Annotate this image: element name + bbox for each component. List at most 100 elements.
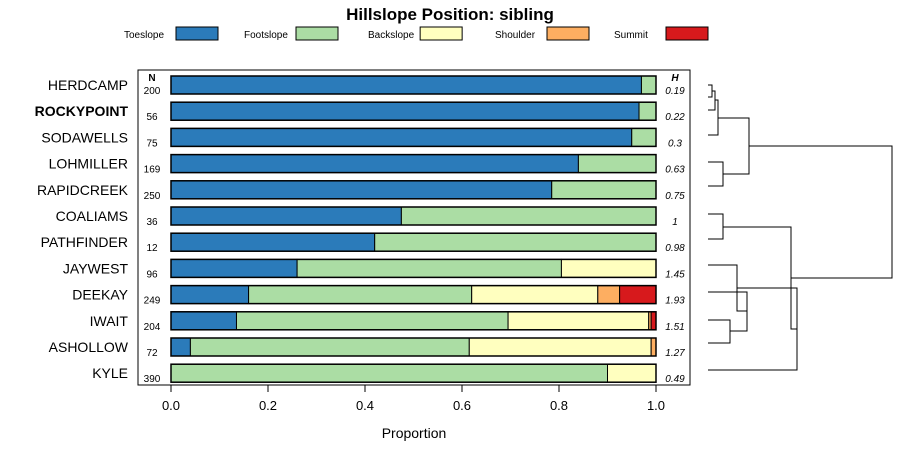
table-row: SODAWELLS 75 0.3 [41,127,682,149]
bar-outline [170,127,657,148]
n-value: 204 [144,322,161,333]
dendrogram-branch [723,226,797,330]
bar-segment [170,232,376,252]
bar-segment [507,311,650,331]
legend-swatch [546,26,590,41]
dendrogram-branch [708,319,731,344]
bar-segment [374,232,657,252]
table-row: RAPIDCREEK 250 0.75 [37,180,685,202]
bar-segment [607,363,657,383]
bar-segment [619,285,657,305]
bar-segment [468,337,652,357]
h-value: 0.19 [665,86,685,97]
dendrogram-branch [708,99,719,136]
bar-segment [560,258,657,278]
row-label: ROCKYPOINT [35,103,129,119]
n-value: 200 [144,86,161,97]
bar-outline [170,311,657,331]
dendrogram-branch [708,161,724,187]
x-tick-label: 0.0 [162,398,180,413]
bar-segment [400,206,657,226]
bar-outline [170,337,657,357]
h-value: 0.22 [665,112,685,123]
n-value: 75 [146,138,158,149]
bar-segment [170,285,250,305]
table-row: COALIAMS 36 1 [56,206,678,228]
bar-segment [248,285,473,305]
row-label: COALIAMS [56,208,128,224]
legend: Toeslope Footslope Backslope Shoulder Summit [124,26,709,41]
bar-outline [170,75,657,95]
x-tick-label: 1.0 [647,398,665,413]
table-row: JAYWEST 96 1.45 [63,258,685,280]
bar-outline [170,232,657,252]
table-row: KYLE 390 0.49 [92,363,685,385]
h-value: 1 [672,217,678,228]
bar-outline [170,206,657,226]
bar-outline [170,101,657,121]
row-label: JAYWEST [63,260,129,276]
row-label: RAPIDCREEK [37,182,129,198]
n-value: 56 [146,112,158,123]
table-row: IWAIT 204 1.51 [90,311,685,333]
bar-segment [170,180,553,200]
bar-segment [296,258,562,278]
chart-title: Hillslope Position: sibling [346,5,554,24]
h-value: 1.93 [665,296,685,307]
x-axis: 0.0 0.2 0.4 0.6 0.8 1.0 [162,385,665,413]
dendrogram-branch [708,287,798,371]
row-label: KYLE [92,365,128,381]
bar-segment [170,206,402,226]
bar-segment [640,75,657,95]
n-value: 96 [146,269,158,280]
table-row: PATHFINDER 12 0.98 [41,232,685,254]
bar-rows: HERDCAMP 200 0.19 ROCKYPOINT 56 0.22 SODAWELLS… [35,75,685,385]
bar-outline [170,180,657,200]
row-label: LOHMILLER [49,156,128,172]
bar-segment [638,101,657,121]
bar-segment [170,337,191,357]
h-value: 0.49 [665,374,685,385]
dendrogram [708,84,893,371]
legend-label: Summit [614,30,648,41]
dendrogram-branch [749,145,893,279]
h-value: 0.98 [665,243,685,254]
legend-label: Footslope [244,30,288,41]
dendrogram-branch [708,84,713,98]
h-value: 0.3 [668,138,682,149]
bar-outline [170,284,657,305]
bar-segment [170,154,579,174]
x-tick-label: 0.2 [259,398,277,413]
table-row: ASHOLLOW 72 1.27 [49,337,685,359]
h-column-header: H [671,73,679,84]
legend-swatch [419,26,463,41]
table-row: HERDCAMP 200 0.19 [48,75,685,97]
legend-swatch [175,26,219,41]
bar-segment [235,311,509,331]
legend-label: Toeslope [124,30,164,41]
row-label: HERDCAMP [48,77,128,93]
x-tick-label: 0.4 [356,398,374,413]
x-tick-label: 0.8 [550,398,568,413]
h-value: 0.63 [665,165,685,176]
bar-segment [170,127,633,147]
row-label: PATHFINDER [41,234,128,250]
n-value: 72 [146,348,158,359]
x-axis-label: Proportion [382,425,447,441]
table-row: ROCKYPOINT 56 0.22 [35,101,685,123]
row-label: ASHOLLOW [49,339,129,355]
n-value: 36 [146,217,158,228]
n-column-header: N [148,73,155,84]
h-value: 1.27 [665,348,685,359]
bar-segment [631,127,657,147]
bar-segment [170,101,640,121]
bar-segment [170,311,237,331]
n-value: 250 [144,191,161,202]
h-value: 1.51 [665,322,684,333]
table-row: DEEKAY 249 1.93 [72,284,685,307]
bar-segment [577,154,657,174]
plot-panel [137,69,691,386]
bar-outline [170,363,657,383]
bar-outline [170,153,657,174]
